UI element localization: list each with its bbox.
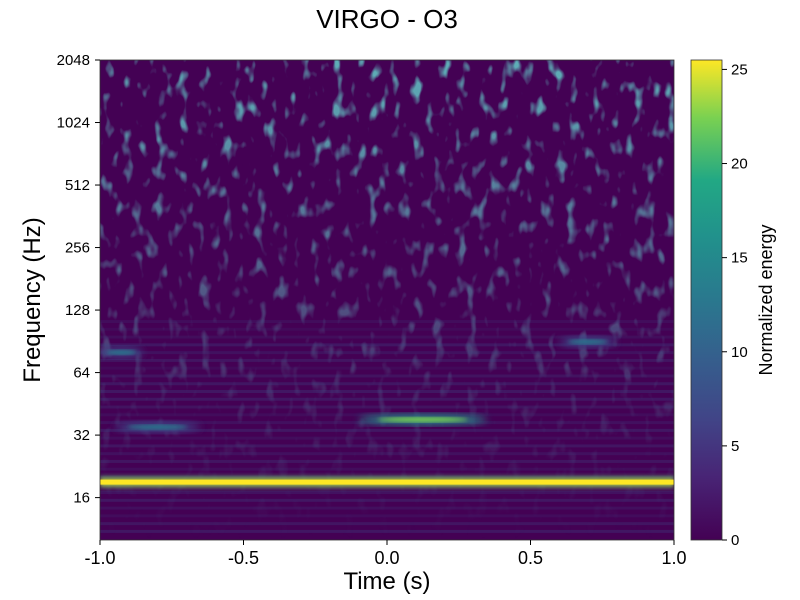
energy-blob-core <box>106 349 137 355</box>
spectral-band <box>100 436 674 440</box>
heatmap-noise-texture <box>100 60 674 540</box>
colorbar-tick-label: 25 <box>731 61 748 78</box>
spectral-band <box>100 335 674 339</box>
spectral-band <box>100 459 674 463</box>
spectral-band <box>100 327 674 331</box>
x-axis-label: Time (s) <box>343 568 430 595</box>
steady-line-core <box>100 479 674 485</box>
y-tick-label: 1024 <box>57 115 90 132</box>
spectral-band <box>100 343 674 347</box>
y-tick-label: 128 <box>65 302 90 319</box>
y-axis-label: Frequency (Hz) <box>19 217 46 382</box>
colorbar-ticks: 0 5 10 15 20 25 <box>722 61 748 549</box>
spectral-band <box>100 320 674 324</box>
chart-title: VIRGO - O3 <box>316 4 458 34</box>
spectral-band <box>100 522 674 526</box>
spectral-band <box>100 444 674 448</box>
y-tick-label: 32 <box>73 427 90 444</box>
x-tick-label: 0.5 <box>518 548 543 568</box>
spectral-band <box>100 397 674 401</box>
spectral-band <box>100 351 674 355</box>
spectral-band <box>100 374 674 378</box>
x-tick-label: 0.0 <box>374 548 399 568</box>
x-tick-label: -1.0 <box>84 548 115 568</box>
spectral-band <box>100 428 674 432</box>
colorbar: 0 5 10 15 20 25 Normalized energy <box>690 59 776 549</box>
energy-blob-core <box>377 417 469 423</box>
spectral-band <box>100 389 674 393</box>
y-tick-label: 64 <box>73 365 90 382</box>
y-axis-ticks: 16 32 64 128 256 512 1024 2048 <box>57 52 100 507</box>
energy-features <box>100 335 674 491</box>
y-tick-label: 512 <box>65 177 90 194</box>
colorbar-tick-label: 15 <box>731 250 748 267</box>
y-tick-label: 256 <box>65 240 90 257</box>
energy-blob-core <box>127 424 188 430</box>
spectral-band <box>100 498 674 502</box>
spectral-band <box>100 452 674 456</box>
spectral-band <box>100 529 674 533</box>
y-tick-label: 16 <box>73 490 90 507</box>
y-tick-label: 2048 <box>57 52 90 69</box>
x-tick-label: -0.5 <box>228 548 259 568</box>
spectral-band <box>100 358 674 362</box>
colorbar-label: Normalized energy <box>756 224 776 375</box>
colorbar-tick-label: 0 <box>731 532 739 549</box>
colorbar-tick-label: 5 <box>731 438 739 455</box>
spectral-band <box>100 467 674 471</box>
spectral-band <box>100 405 674 409</box>
colorbar-tick-label: 10 <box>731 344 748 361</box>
x-axis-ticks: -1.0 -0.5 0.0 0.5 1.0 <box>84 540 687 568</box>
energy-blob-core <box>567 339 608 345</box>
spectral-band <box>100 491 674 495</box>
x-tick-label: 1.0 <box>661 548 686 568</box>
colorbar-gradient <box>690 59 723 541</box>
spectral-band <box>100 382 674 386</box>
spectral-band <box>100 366 674 370</box>
spectral-band <box>100 506 674 510</box>
colorbar-tick-label: 20 <box>731 156 748 173</box>
heatmap-area <box>100 60 674 540</box>
spectral-band <box>100 514 674 518</box>
